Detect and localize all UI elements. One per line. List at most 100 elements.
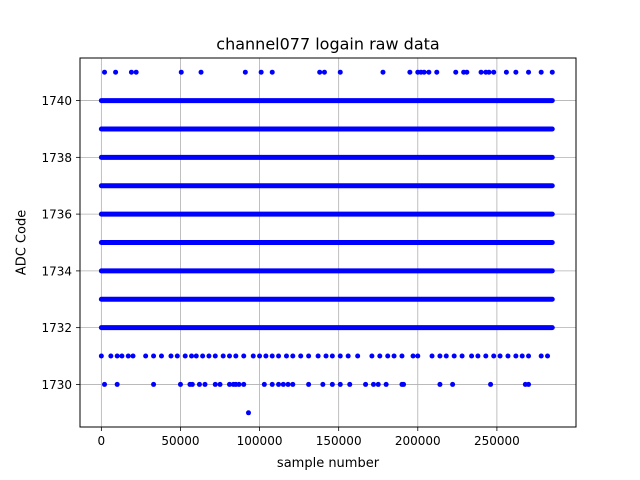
data-point-1730-25: [347, 381, 353, 387]
data-point-1730-14: [241, 381, 247, 387]
data-point-1730-16: [269, 381, 275, 387]
y-axis-label: ADC Code: [15, 210, 30, 275]
data-point-1741-7: [258, 69, 264, 75]
data-point-1730-9: [217, 381, 223, 387]
x-tick-label-1: 50000: [161, 434, 199, 448]
data-point-1731-15: [206, 353, 212, 359]
data-point-1741-19: [453, 69, 459, 75]
data-point-1741-29: [538, 69, 544, 75]
data-point-1731-34: [345, 353, 351, 359]
data-point-1730-23: [329, 381, 335, 387]
data-point-1741-17: [426, 69, 432, 75]
data-point-1730-20: [290, 381, 296, 387]
data-point-1731-10: [174, 353, 180, 359]
data-point-1741-30: [549, 69, 555, 75]
data-point-1731-18: [227, 353, 233, 359]
dense-level-1737: [98, 183, 555, 189]
data-point-1731-3: [119, 353, 125, 359]
data-point-1731-28: [298, 353, 304, 359]
data-point-1731-2: [114, 353, 120, 359]
data-point-1731-39: [391, 353, 397, 359]
data-point-1731-7: [151, 353, 157, 359]
x-tick-label-2: 100000: [237, 434, 283, 448]
data-point-1731-11: [182, 353, 188, 359]
data-point-1731-13: [193, 353, 199, 359]
data-point-1741-2: [128, 69, 134, 75]
data-point-1731-23: [263, 353, 269, 359]
data-point-1731-8: [158, 353, 164, 359]
data-point-1741-9: [317, 69, 323, 75]
data-point-1731-42: [415, 353, 421, 359]
data-point-1741-8: [269, 69, 275, 75]
data-point-1730-2: [151, 381, 157, 387]
data-point-1729-0: [245, 410, 251, 416]
dense-level-1739: [98, 126, 555, 132]
data-point-1731-29: [306, 353, 312, 359]
chart-title: channel077 logain raw data: [216, 35, 439, 54]
data-point-1731-12: [189, 353, 195, 359]
data-point-1731-37: [377, 353, 383, 359]
data-point-1731-51: [491, 353, 497, 359]
data-point-1730-36: [526, 381, 532, 387]
x-tick-label-4: 200000: [395, 434, 441, 448]
data-point-1731-26: [283, 353, 289, 359]
data-point-1731-33: [337, 353, 343, 359]
data-point-1741-5: [198, 69, 204, 75]
data-point-1731-55: [519, 353, 525, 359]
data-point-1730-22: [320, 381, 326, 387]
data-point-1730-1: [114, 381, 120, 387]
data-point-1730-19: [285, 381, 291, 387]
y-tick-label-2: 1734: [41, 264, 72, 278]
data-point-1730-10: [227, 381, 233, 387]
y-tick-label-1: 1732: [41, 321, 72, 335]
data-point-1731-44: [437, 353, 443, 359]
data-point-1730-27: [370, 381, 376, 387]
data-point-1731-25: [276, 353, 282, 359]
data-point-1731-0: [98, 353, 104, 359]
data-point-1741-18: [434, 69, 440, 75]
data-point-1730-28: [375, 381, 381, 387]
data-point-1730-34: [488, 381, 494, 387]
data-point-1731-31: [323, 353, 329, 359]
data-point-1731-21: [250, 353, 256, 359]
data-point-1741-1: [113, 69, 119, 75]
data-point-1731-1: [108, 353, 114, 359]
data-point-1731-56: [526, 353, 532, 359]
dense-level-1735: [98, 240, 555, 245]
data-point-1741-0: [102, 69, 108, 75]
data-point-1731-45: [443, 353, 449, 359]
data-point-1730-3: [177, 381, 183, 387]
plot-area-frame: [79, 57, 577, 428]
data-point-1741-25: [491, 69, 497, 75]
x-axis-ticks: 0 50000 100000 150000 200000 250000: [98, 427, 520, 448]
data-point-1730-33: [450, 381, 456, 387]
data-point-1731-52: [497, 353, 503, 359]
data-point-1731-43: [429, 353, 435, 359]
data-point-1741-22: [478, 69, 484, 75]
dense-level-1740: [98, 98, 555, 104]
data-point-1731-50: [483, 353, 489, 359]
data-point-1730-26: [363, 381, 369, 387]
data-point-1730-32: [437, 381, 443, 387]
data-point-1731-17: [220, 353, 226, 359]
data-point-1730-5: [189, 381, 195, 387]
x-axis-label: sample number: [277, 456, 380, 471]
data-point-1730-17: [276, 381, 282, 387]
data-point-1741-16: [421, 69, 427, 75]
data-point-1731-19: [233, 353, 239, 359]
y-tick-label-0: 1730: [41, 378, 72, 392]
data-point-1741-27: [513, 69, 519, 75]
data-point-1731-24: [269, 353, 275, 359]
data-point-1730-21: [306, 381, 312, 387]
dense-level-1734: [98, 268, 555, 274]
data-point-1730-31: [401, 381, 407, 387]
data-points: [98, 69, 555, 416]
data-point-1731-57: [538, 353, 544, 359]
data-point-1731-41: [410, 353, 416, 359]
data-point-1741-28: [526, 69, 532, 75]
data-point-1731-32: [329, 353, 335, 359]
data-point-1730-0: [102, 381, 108, 387]
y-tick-label-5: 1740: [41, 94, 72, 108]
data-point-1741-21: [464, 69, 470, 75]
